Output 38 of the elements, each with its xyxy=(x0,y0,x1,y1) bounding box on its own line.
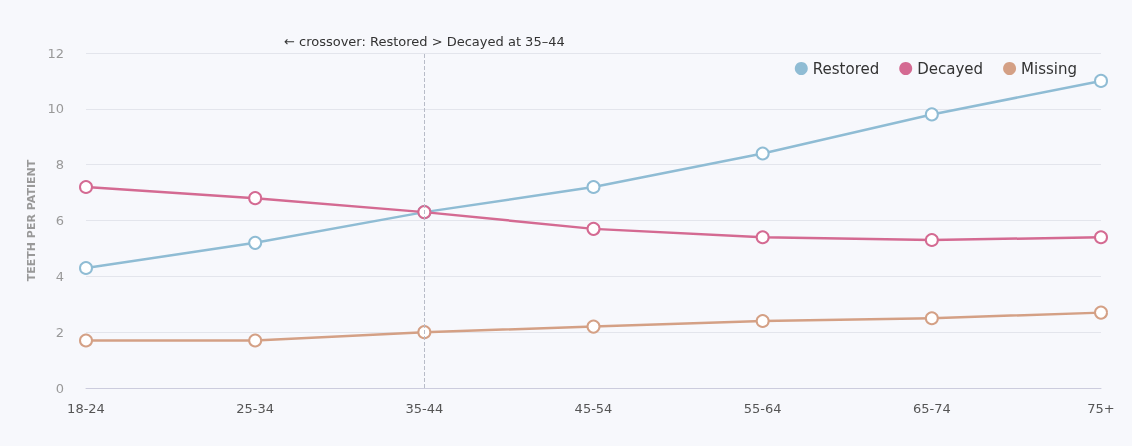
point xyxy=(924,107,939,122)
x-tick-label: 55-64 xyxy=(743,401,782,416)
point xyxy=(924,311,939,326)
y-tick-label: 10 xyxy=(47,101,64,117)
y-tick-label: 4 xyxy=(55,268,64,284)
point xyxy=(417,325,432,340)
x-tick-label: 45-54 xyxy=(574,401,613,416)
point xyxy=(79,333,93,348)
x-tick-label: 25-34 xyxy=(236,401,275,416)
ref-line-label: ← crossover: Restored > Decayed at 35–44 xyxy=(283,34,565,49)
y-tick-label: 8 xyxy=(55,157,64,173)
y-axis-title: TEETH PER PATIENT xyxy=(24,159,38,282)
y-tick-label: 6 xyxy=(55,213,64,228)
x-tick-label: 65-74 xyxy=(912,401,951,416)
point xyxy=(248,235,263,250)
point xyxy=(586,319,601,334)
point xyxy=(1094,73,1108,88)
point xyxy=(1094,305,1108,320)
y-tick-label: 0 xyxy=(55,380,64,396)
y-tick-label: 2 xyxy=(55,324,64,340)
point xyxy=(79,260,93,275)
x-tick-label: 75+ xyxy=(1087,401,1115,416)
point xyxy=(755,146,770,161)
x-tick-label: 18-24 xyxy=(67,401,105,416)
point xyxy=(755,230,770,245)
point xyxy=(248,333,263,348)
legend-label: Missing xyxy=(1021,59,1077,78)
point xyxy=(248,191,263,206)
legend-label: Decayed xyxy=(917,59,984,78)
point xyxy=(586,221,601,236)
point xyxy=(1094,230,1108,245)
y-tick-label: 12 xyxy=(47,45,64,61)
point xyxy=(924,233,939,248)
point xyxy=(755,314,770,328)
point xyxy=(79,180,93,194)
legend-label: Restored xyxy=(812,59,880,78)
point xyxy=(586,180,601,194)
x-tick-label: 35-44 xyxy=(405,401,444,416)
